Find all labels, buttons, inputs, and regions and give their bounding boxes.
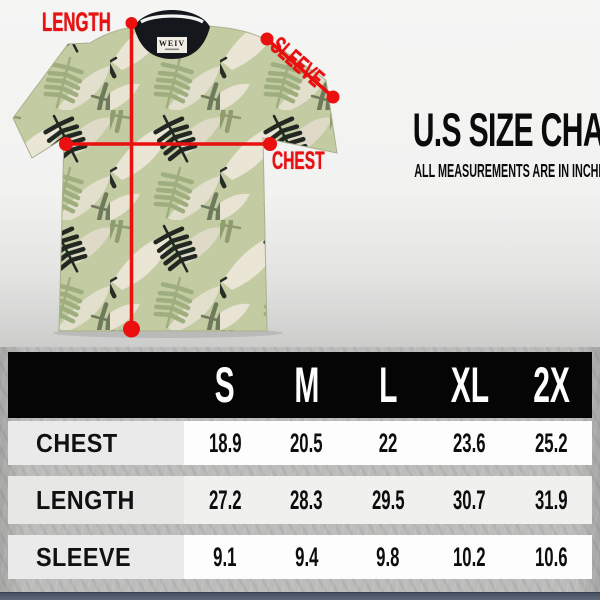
length-value-xl: 30.7 [453, 484, 486, 515]
table-row-chest: CHEST 18.9 20.5 22 23.6 25.2 [8, 421, 592, 465]
size-column-s: S [214, 357, 235, 413]
table-row-sleeve: SLEEVE 9.1 9.4 9.8 10.2 10.6 [8, 535, 592, 579]
measurement-lines [66, 23, 335, 329]
size-chart-table: S M L XL 2X CHEST 18.9 20.5 22 23.6 25.2… [8, 352, 592, 579]
sleeve-dot-bottom [326, 90, 340, 104]
shirt-collar: WEIV [134, 10, 210, 59]
chest-annotation-label: CHEST [272, 147, 325, 175]
length-dot-top [125, 17, 138, 29]
sleeve-value-l: 9.8 [376, 541, 400, 572]
length-value-m: 28.3 [290, 484, 323, 515]
size-column-m: M [293, 357, 319, 413]
tshirt-product-image: WEIV [0, 0, 345, 340]
chest-value-l: 22 [378, 427, 398, 458]
row-label-length: LENGTH [8, 476, 184, 524]
measurement-dots [59, 17, 340, 338]
chest-dot-right [263, 137, 277, 151]
sleeve-value-s: 9.1 [213, 541, 237, 572]
length-annotation-label: LENGTH [42, 7, 111, 37]
size-header-row: S M L XL 2X [8, 352, 592, 418]
size-column-xl: XL [450, 357, 489, 413]
chest-value-xl: 23.6 [453, 427, 486, 458]
length-value-2x: 31.9 [534, 484, 568, 515]
row-label-chest: CHEST [8, 421, 184, 465]
sleeve-value-2x: 10.6 [534, 541, 568, 572]
sleeve-dot-top [260, 32, 274, 46]
sleeve-value-xl: 10.2 [453, 541, 486, 572]
row-values-length: 27.2 28.3 29.5 30.7 31.9 [184, 476, 592, 524]
size-column-l: L [378, 357, 398, 413]
chest-dot-left [59, 137, 73, 151]
chest-value-2x: 25.2 [534, 427, 568, 458]
row-label-sleeve: SLEEVE [8, 535, 184, 579]
brand-tag-text: WEIV [159, 39, 185, 48]
sleeve-value-m: 9.4 [294, 541, 319, 572]
length-value-l: 29.5 [371, 484, 405, 515]
chest-value-m: 20.5 [290, 427, 323, 458]
length-dot-bottom [123, 320, 140, 338]
size-chart-heading: U.S SIZE CHART ALL MEASUREMENTS ARE IN I… [348, 106, 600, 181]
sleeve-line [265, 37, 335, 99]
row-values-sleeve: 9.1 9.4 9.8 10.2 10.6 [184, 535, 592, 579]
page-subtitle: ALL MEASUREMENTS ARE IN INCHES [414, 161, 600, 181]
table-row-length: LENGTH 27.2 28.3 29.5 30.7 31.9 [8, 476, 592, 524]
chest-value-s: 18.9 [208, 427, 242, 458]
page-title: U.S SIZE CHART [412, 103, 600, 156]
row-values-chest: 18.9 20.5 22 23.6 25.2 [184, 421, 592, 465]
bottom-edge-strip [0, 592, 600, 600]
size-column-2x: 2X [532, 357, 570, 413]
length-value-s: 27.2 [208, 484, 242, 515]
